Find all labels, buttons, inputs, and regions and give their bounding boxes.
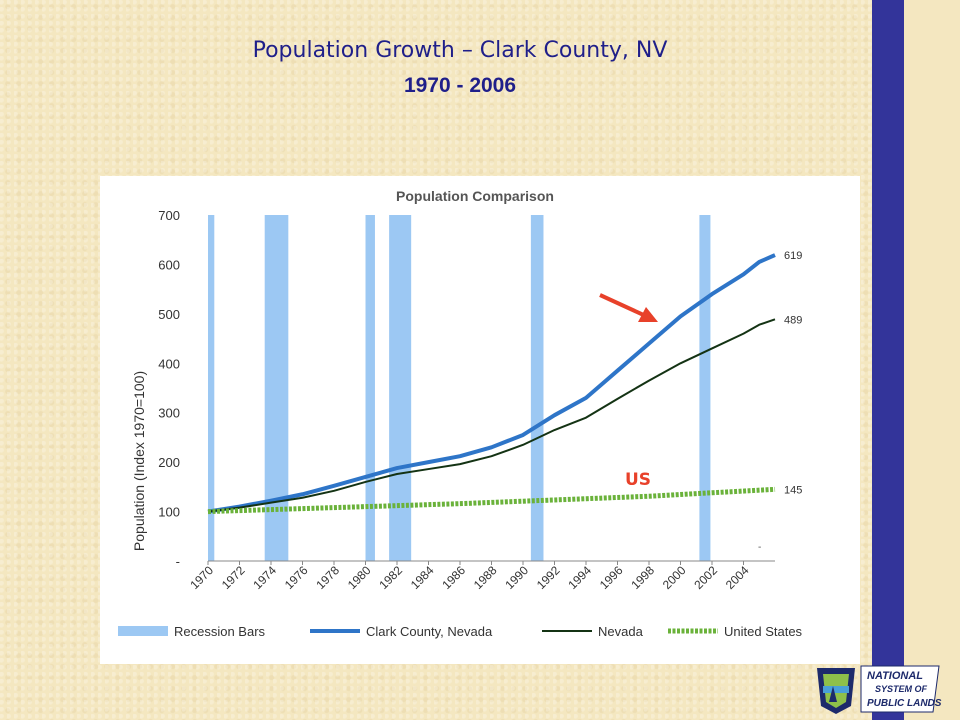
x-tick-label: 2004 bbox=[723, 563, 752, 592]
x-tick-label: 2000 bbox=[660, 563, 689, 592]
population-chart: Population Comparison - 100 200 300 400 500 60… bbox=[118, 188, 803, 639]
us-annotation: US bbox=[625, 470, 651, 490]
series-line-nevada bbox=[207, 318, 776, 513]
recession-bar bbox=[365, 215, 375, 561]
series-end-label: 489 bbox=[784, 314, 802, 326]
legend-item-label: United States bbox=[724, 624, 803, 639]
y-tick-label: 600 bbox=[158, 257, 180, 272]
recession-bar bbox=[208, 215, 215, 561]
y-tick-label: 700 bbox=[158, 208, 180, 223]
slide-subtitle: 1970 - 2006 bbox=[403, 74, 517, 97]
x-tick-label: 1984 bbox=[408, 563, 437, 592]
series-line-united-states bbox=[207, 486, 776, 515]
logo-line-national: NATIONAL bbox=[867, 670, 923, 682]
series-lines bbox=[207, 253, 776, 515]
x-tick-label: 1980 bbox=[345, 563, 374, 592]
recession-bar bbox=[699, 215, 711, 561]
side-accent-bar bbox=[872, 0, 904, 720]
end-labels: 619 489 145 bbox=[784, 250, 802, 496]
annotations: US - bbox=[599, 293, 761, 553]
x-tick-label: 1992 bbox=[534, 563, 563, 592]
chart-title: Population Comparison bbox=[396, 188, 554, 204]
dash-annotation: - bbox=[758, 542, 761, 553]
x-tick-label: 1976 bbox=[282, 563, 311, 592]
side-margin bbox=[904, 0, 960, 720]
legend-item-label: Nevada bbox=[598, 624, 644, 639]
logo-line-public-lands: PUBLIC LANDS bbox=[867, 698, 942, 709]
x-tick-label: 1988 bbox=[471, 563, 500, 592]
legend-item-label: Recession Bars bbox=[174, 624, 266, 639]
x-tick-label: 1998 bbox=[628, 563, 657, 592]
series-end-label: 619 bbox=[784, 250, 802, 262]
x-tick-label: 1972 bbox=[219, 563, 248, 592]
y-tick-label: 300 bbox=[158, 406, 180, 421]
series-end-label: 145 bbox=[784, 484, 802, 496]
x-tick-label: 1994 bbox=[565, 563, 594, 592]
y-axis-label: Population (Index 1970=100) bbox=[131, 371, 147, 551]
y-tick-label: 200 bbox=[158, 455, 180, 470]
chart-panel: Population Comparison - 100 200 300 400 500 60… bbox=[100, 176, 860, 664]
legend-swatch-recession bbox=[118, 626, 168, 636]
recession-bars bbox=[208, 215, 711, 561]
legend-item-label: Clark County, Nevada bbox=[366, 624, 493, 639]
x-tick-label: 1990 bbox=[502, 563, 531, 592]
y-tick-label: - bbox=[176, 554, 180, 569]
legend: Recession Bars Clark County, Nevada Nevada… bbox=[118, 624, 803, 639]
x-tick-label: 1970 bbox=[187, 563, 216, 592]
x-tick-label: 2002 bbox=[691, 563, 720, 592]
x-tick-label: 1982 bbox=[376, 563, 405, 592]
recession-bar bbox=[530, 215, 544, 561]
x-tick-label: 1978 bbox=[313, 563, 342, 592]
y-tick-label: 100 bbox=[158, 505, 180, 520]
recession-bar bbox=[264, 215, 289, 561]
x-tick-label: 1996 bbox=[597, 563, 626, 592]
series-line-clark-county-nevada bbox=[207, 253, 776, 514]
arrow-shaft bbox=[599, 293, 649, 319]
x-tick-label: 1974 bbox=[250, 563, 279, 592]
recession-bar bbox=[389, 215, 412, 561]
slide-title: Population Growth – Clark County, NV bbox=[252, 38, 668, 63]
x-tick-label: 1986 bbox=[439, 563, 468, 592]
arrow-head bbox=[638, 307, 658, 322]
y-tick-label: 400 bbox=[158, 356, 180, 371]
y-tick-label: 500 bbox=[158, 307, 180, 322]
logo-line-system-of: SYSTEM OF bbox=[875, 684, 928, 694]
national-system-public-lands-logo: NATIONAL SYSTEM OF PUBLIC LANDS bbox=[817, 665, 942, 714]
